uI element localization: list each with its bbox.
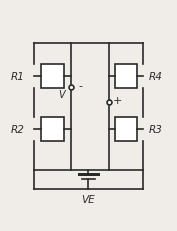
Text: VE: VE (82, 194, 95, 204)
Bar (115, 64, 137, 88)
Text: R3: R3 (149, 124, 162, 134)
Text: R1: R1 (11, 71, 25, 81)
Text: R2: R2 (11, 124, 25, 134)
Text: R4: R4 (149, 71, 162, 81)
Text: -: - (78, 81, 82, 91)
Text: V: V (58, 90, 64, 100)
Bar (41, 117, 64, 141)
Text: +: + (113, 96, 122, 106)
Bar (115, 117, 137, 141)
Bar (41, 64, 64, 88)
